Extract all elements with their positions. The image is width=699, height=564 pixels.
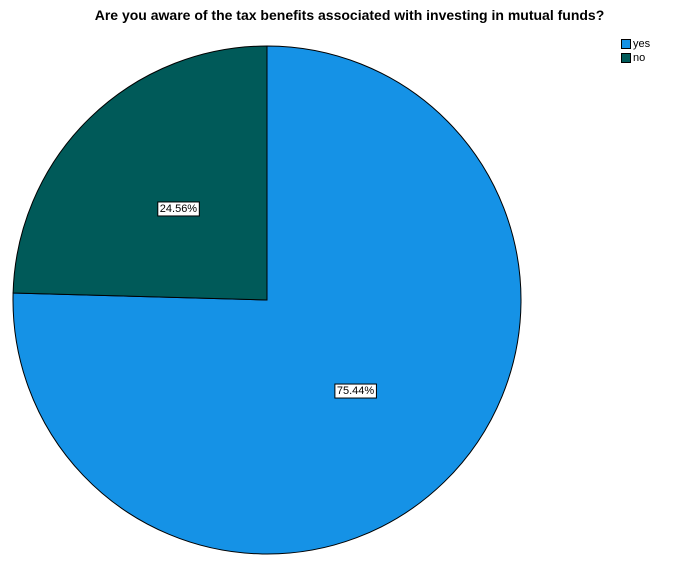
slice-label-no: 24.56% bbox=[160, 203, 198, 215]
chart-title: Are you aware of the tax benefits associ… bbox=[94, 7, 605, 23]
legend-label-no: no bbox=[633, 52, 646, 64]
legend-swatch-no bbox=[621, 53, 631, 63]
slice-label-box-no bbox=[157, 201, 200, 217]
pie-slices bbox=[12, 45, 522, 555]
slice-labels: 75.44% 24.56% bbox=[157, 201, 377, 399]
slice-label-yes: 75.44% bbox=[337, 385, 375, 397]
legend-item-no: no bbox=[621, 51, 650, 65]
legend: yes no bbox=[621, 37, 650, 65]
pie-slice-no bbox=[12, 45, 268, 301]
slice-label-box-yes bbox=[334, 383, 377, 399]
legend-swatch-yes bbox=[621, 39, 631, 49]
legend-item-yes: yes bbox=[621, 37, 650, 51]
legend-label-yes: yes bbox=[633, 38, 651, 50]
